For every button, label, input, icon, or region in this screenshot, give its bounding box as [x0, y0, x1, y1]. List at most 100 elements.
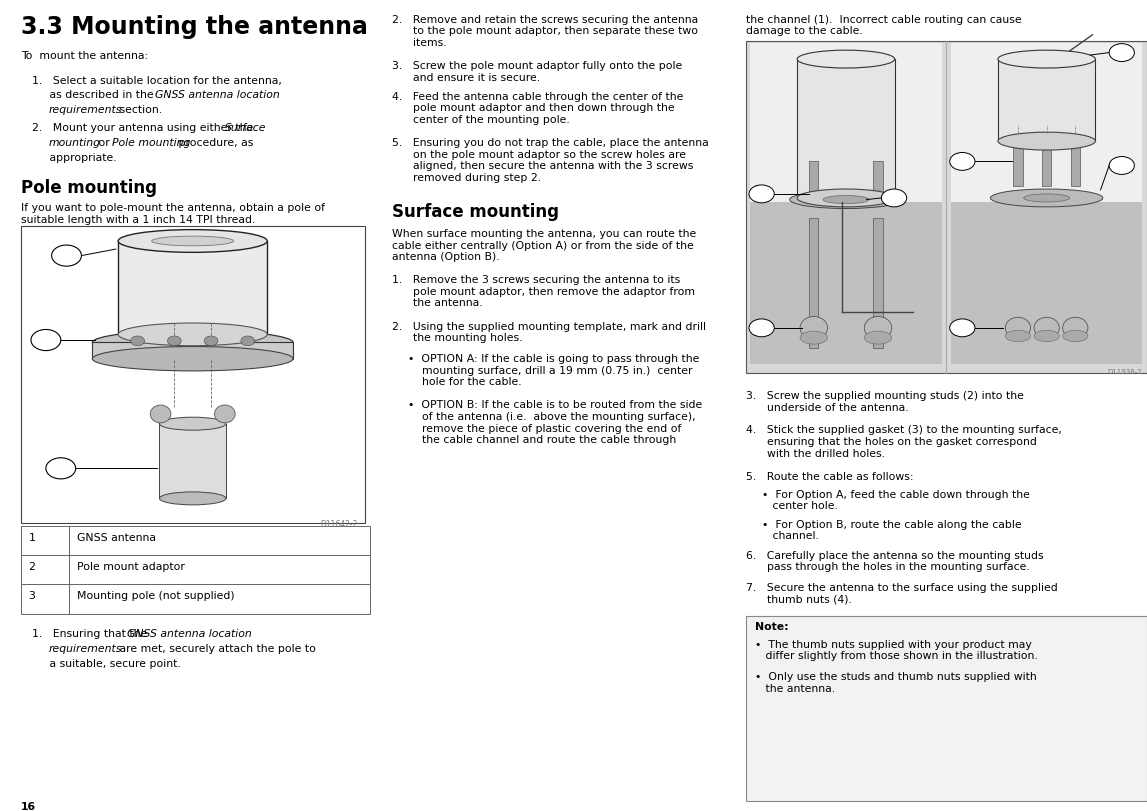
Text: 1: 1: [58, 246, 65, 255]
Ellipse shape: [1035, 331, 1060, 342]
Text: 2: 2: [755, 185, 759, 194]
Ellipse shape: [865, 317, 892, 340]
Ellipse shape: [150, 406, 171, 423]
Ellipse shape: [159, 418, 226, 431]
Ellipse shape: [92, 347, 294, 371]
Bar: [998, 60, 1095, 142]
Text: •  OPTION A: If the cable is going to pass through the
    mounting surface, dri: • OPTION A: If the cable is going to pas…: [408, 354, 700, 387]
Text: Pole mount adaptor: Pole mount adaptor: [77, 561, 185, 571]
Text: 16: 16: [21, 801, 36, 811]
Ellipse shape: [797, 51, 895, 69]
Bar: [750, 203, 942, 365]
Circle shape: [749, 320, 774, 337]
Text: a suitable, secure point.: a suitable, secure point.: [32, 658, 181, 667]
Bar: [810, 219, 819, 349]
Ellipse shape: [118, 324, 267, 346]
Text: D11642-2: D11642-2: [320, 519, 358, 528]
Ellipse shape: [214, 406, 235, 423]
Text: 2.   Mount your antenna using either the: 2. Mount your antenna using either the: [32, 123, 257, 133]
Text: Mounting pole (not supplied): Mounting pole (not supplied): [77, 590, 234, 600]
Text: Surface mounting: Surface mounting: [392, 203, 560, 221]
Text: requirements: requirements: [48, 643, 122, 653]
Text: mounting: mounting: [48, 138, 100, 148]
Circle shape: [749, 186, 774, 204]
Text: GNSS antenna: GNSS antenna: [77, 532, 156, 542]
Text: 4.   Feed the antenna cable through the center of the
      pole mount adaptor a: 4. Feed the antenna cable through the ce…: [392, 92, 684, 125]
Circle shape: [131, 337, 145, 346]
Ellipse shape: [998, 51, 1095, 69]
Text: 3: 3: [29, 590, 36, 600]
Text: Pole mounting: Pole mounting: [112, 138, 190, 148]
Ellipse shape: [1005, 331, 1031, 342]
Text: 3.   Screw the supplied mounting studs (2) into the
      underside of the anten: 3. Screw the supplied mounting studs (2)…: [746, 391, 1023, 413]
Text: as described in the: as described in the: [32, 90, 157, 100]
Text: 3.   Screw the pole mount adaptor fully onto the pole
      and ensure it is sec: 3. Screw the pole mount adaptor fully on…: [392, 61, 682, 83]
Text: 3: 3: [53, 458, 60, 468]
Bar: [797, 60, 895, 199]
Text: the channel (1).  Incorrect cable routing can cause
damage to the cable.: the channel (1). Incorrect cable routing…: [746, 15, 1021, 36]
Ellipse shape: [151, 237, 234, 247]
Text: or: or: [95, 138, 114, 148]
Circle shape: [241, 337, 255, 346]
Text: 2: 2: [29, 561, 36, 571]
Text: •  OPTION B: If the cable is to be routed from the side
    of the antenna (i.e.: • OPTION B: If the cable is to be routed…: [408, 400, 703, 444]
Text: GNSS antenna location: GNSS antenna location: [127, 629, 252, 638]
Ellipse shape: [1035, 318, 1060, 339]
Text: appropriate.: appropriate.: [32, 152, 117, 162]
Text: requirements: requirements: [48, 105, 122, 114]
Bar: [21, 526, 370, 556]
Circle shape: [167, 337, 181, 346]
Text: Pole mounting: Pole mounting: [21, 178, 157, 196]
Ellipse shape: [998, 133, 1095, 151]
Text: 3: 3: [887, 189, 892, 198]
Text: Note:: Note:: [755, 621, 788, 631]
Text: 6.   Carefully place the antenna so the mounting studs
      pass through the ho: 6. Carefully place the antenna so the mo…: [746, 550, 1043, 572]
Text: •  Only use the studs and thumb nuts supplied with
   the antenna.: • Only use the studs and thumb nuts supp…: [755, 672, 1037, 693]
Ellipse shape: [1024, 195, 1070, 203]
Text: 1: 1: [1115, 44, 1119, 53]
Text: A: A: [754, 45, 763, 55]
Text: 3: 3: [1115, 157, 1119, 165]
Text: 4: 4: [755, 319, 759, 328]
Text: 4: 4: [955, 319, 960, 328]
Bar: [159, 424, 226, 499]
Text: B: B: [952, 45, 960, 55]
Text: 2.   Remove and retain the screws securing the antenna
      to the pole mount a: 2. Remove and retain the screws securing…: [392, 15, 699, 48]
Text: section.: section.: [116, 105, 162, 114]
Text: 1.   Remove the 3 screws securing the antenna to its
      pole mount adaptor, t: 1. Remove the 3 screws securing the ante…: [392, 275, 695, 308]
Circle shape: [950, 320, 975, 337]
Text: •  For Option B, route the cable along the cable
   channel.: • For Option B, route the cable along th…: [762, 519, 1021, 541]
Bar: [21, 556, 370, 585]
Circle shape: [31, 330, 61, 351]
Text: D11938-2: D11938-2: [1108, 368, 1142, 374]
Text: When surface mounting the antenna, you can route the
cable either centrally (Opt: When surface mounting the antenna, you c…: [392, 229, 696, 262]
Circle shape: [204, 337, 218, 346]
Text: •  The thumb nuts supplied with your product may
   differ slightly from those s: • The thumb nuts supplied with your prod…: [755, 639, 1038, 661]
Text: •  For Option A, feed the cable down through the
   center hole.: • For Option A, feed the cable down thro…: [762, 489, 1030, 511]
Text: 3.3 Mounting the antenna: 3.3 Mounting the antenna: [21, 15, 367, 39]
Text: If you want to pole-mount the antenna, obtain a pole of
suitable length with a 1: If you want to pole-mount the antenna, o…: [21, 203, 325, 225]
Bar: [874, 219, 883, 349]
Ellipse shape: [822, 196, 869, 204]
Ellipse shape: [801, 317, 828, 340]
Text: Surface: Surface: [225, 123, 266, 133]
Text: 7.   Secure the antenna to the surface using the supplied
      thumb nuts (4).: 7. Secure the antenna to the surface usi…: [746, 582, 1058, 604]
Text: To  mount the antenna:: To mount the antenna:: [21, 51, 148, 61]
Ellipse shape: [797, 190, 895, 208]
Bar: [874, 162, 883, 207]
Ellipse shape: [1005, 318, 1031, 339]
Ellipse shape: [92, 331, 294, 355]
Ellipse shape: [991, 190, 1103, 208]
Circle shape: [46, 458, 76, 479]
Ellipse shape: [1063, 318, 1087, 339]
Circle shape: [52, 246, 81, 267]
Text: 5.   Route the cable as follows:: 5. Route the cable as follows:: [746, 471, 913, 481]
Text: procedure, as: procedure, as: [175, 138, 253, 148]
Bar: [93, 343, 294, 359]
Bar: [951, 44, 1142, 203]
Circle shape: [1109, 45, 1134, 62]
Bar: [1014, 142, 1023, 187]
Text: 4.   Stick the supplied gasket (3) to the mounting surface,
      ensuring that : 4. Stick the supplied gasket (3) to the …: [746, 425, 1061, 458]
Bar: [1043, 142, 1052, 187]
Text: 1.   Select a suitable location for the antenna,: 1. Select a suitable location for the an…: [32, 75, 282, 85]
